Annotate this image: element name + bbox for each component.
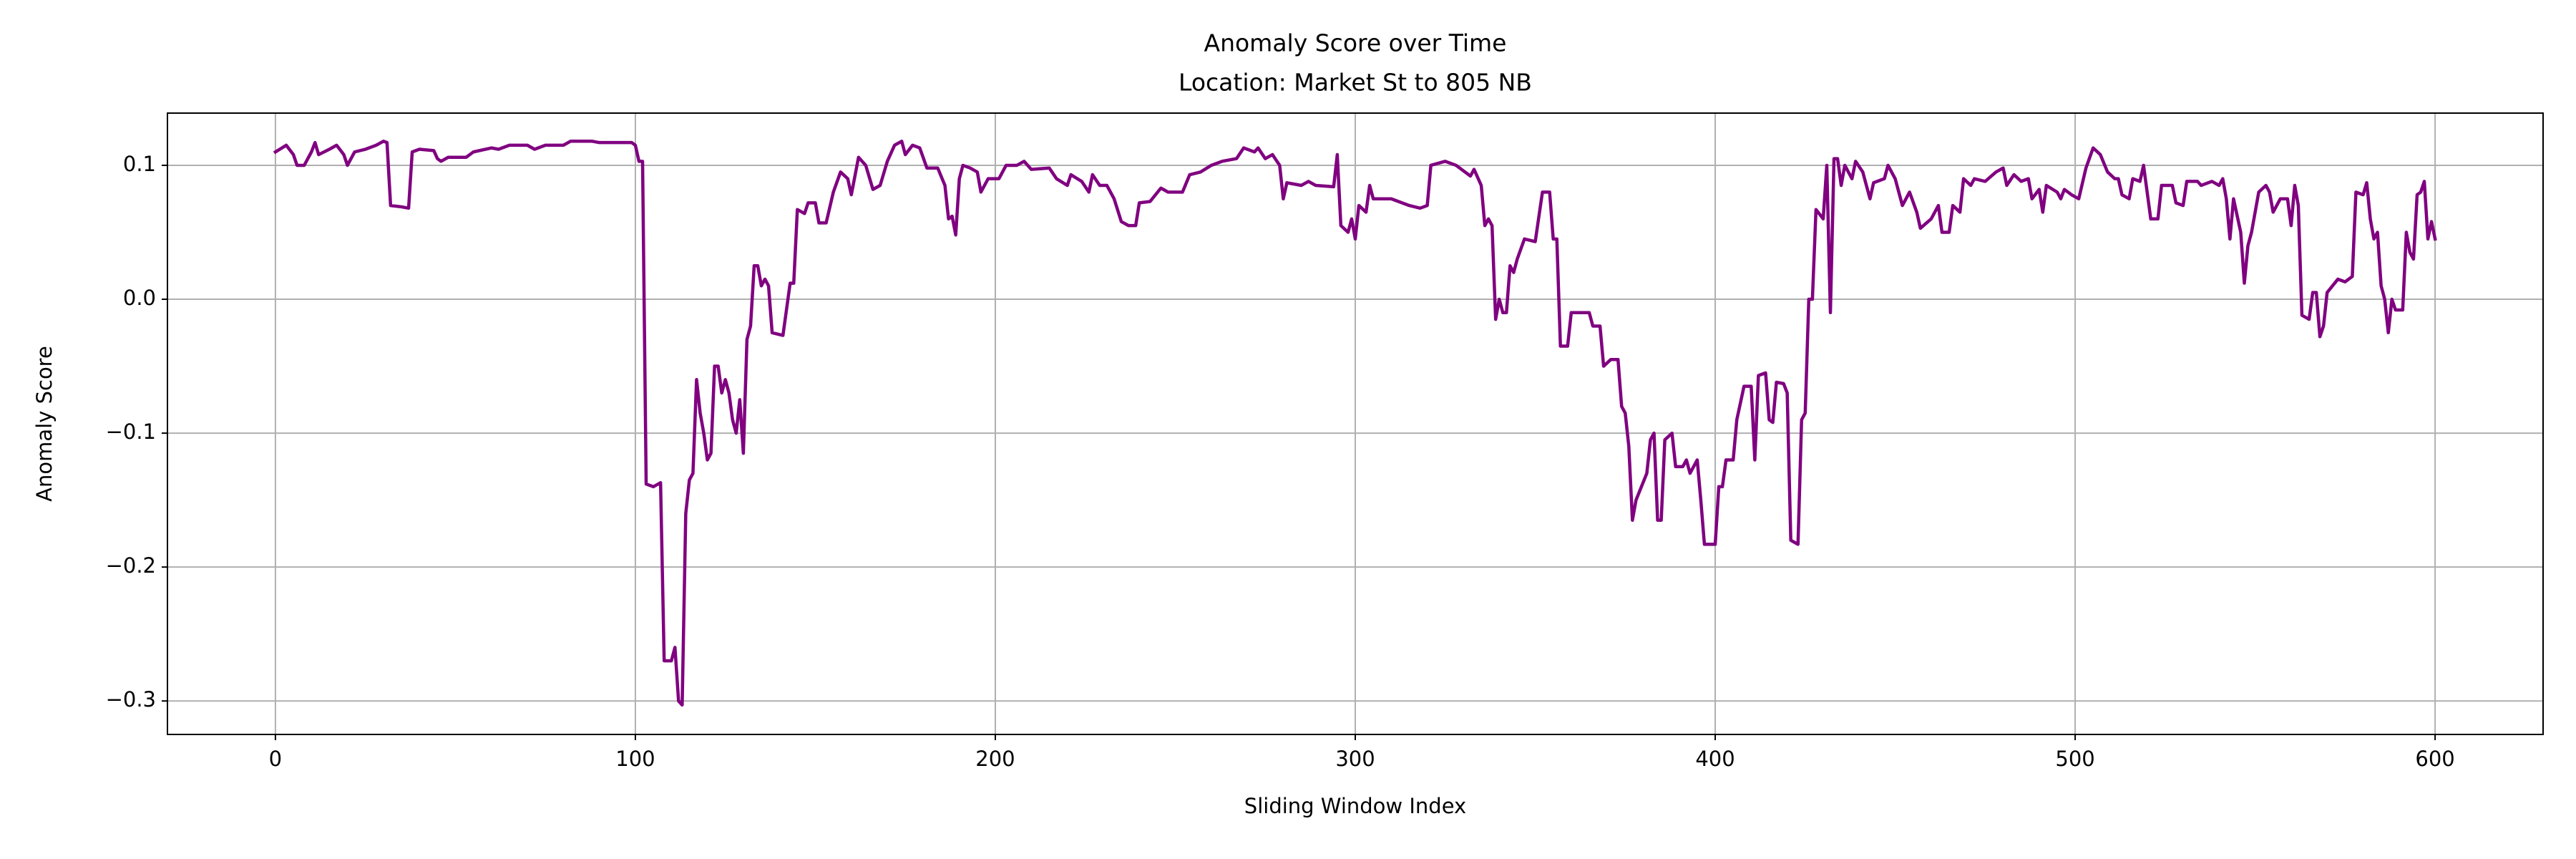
y-tick-label: −0.3 <box>106 687 156 712</box>
x-tick-label: 300 <box>1335 747 1375 771</box>
y-tick-label: −0.2 <box>106 553 156 578</box>
x-axis-label: Sliding Window Index <box>1244 794 1466 818</box>
x-tick-label: 600 <box>2415 747 2454 771</box>
x-tick-label: 200 <box>975 747 1015 771</box>
y-tick-label: 0.1 <box>123 152 156 176</box>
plot-frame <box>167 112 2544 735</box>
data-line <box>273 140 2437 707</box>
y-tick-label: 0.0 <box>123 286 156 310</box>
x-tick-label: 100 <box>615 747 655 771</box>
x-tick-label: 400 <box>1695 747 1735 771</box>
chart-subtitle: Location: Market St to 805 NB <box>1179 69 1532 97</box>
y-tick-label: −0.1 <box>106 419 156 444</box>
y-axis-label: Anomaly Score <box>32 346 57 502</box>
chart-title: Anomaly Score over Time <box>1204 29 1507 57</box>
x-tick-label: 0 <box>269 747 282 771</box>
x-tick-label: 500 <box>2055 747 2094 771</box>
